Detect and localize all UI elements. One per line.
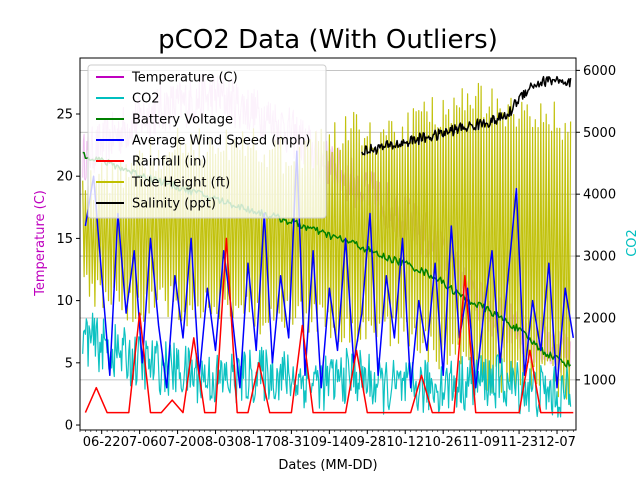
x-tick-label: 06-22 — [83, 435, 121, 450]
x-tick-label: 08-03 — [197, 435, 235, 450]
series-salinity-line — [361, 75, 572, 156]
chart-title: pCO2 Data (With Outliers) — [158, 25, 498, 55]
legend-label-salinity: Salinity (ppt) — [132, 197, 216, 212]
y-axis-label-right: CO2 — [625, 229, 640, 257]
x-tick-label: 07-20 — [159, 435, 197, 450]
y-right-tick-label: 3000 — [583, 250, 616, 265]
y-right-tick-label: 5000 — [583, 126, 616, 141]
x-tick-label: 08-31 — [273, 435, 311, 450]
x-tick-label: 09-14 — [310, 435, 348, 450]
legend-label-co2: CO2 — [132, 92, 160, 107]
legend-label-temperature: Temperature (C) — [131, 71, 238, 86]
plot-frame — [79, 57, 577, 431]
x-tick-label: 11-09 — [462, 435, 500, 450]
legend-label-wind: Average Wind Speed (mph) — [132, 134, 311, 149]
x-axis-label: Dates (MM-DD) — [278, 458, 377, 473]
legend-label-battery: Battery Voltage — [132, 113, 233, 128]
x-tick-label: 07-06 — [121, 435, 159, 450]
legend-label-tide: Tide Height (ft) — [131, 176, 230, 191]
legend-box — [87, 64, 327, 219]
y-right-tick-label: 2000 — [583, 311, 616, 326]
y-left-tick-label: 20 — [56, 170, 73, 185]
series-wind-line — [84, 150, 575, 389]
legend-label-rain: Rainfall (in) — [132, 155, 206, 170]
x-tick-label: 10-26 — [424, 435, 462, 450]
x-tick-label: 10-12 — [386, 435, 424, 450]
x-tick-label: 12-07 — [538, 435, 576, 450]
y-left-tick-label: 25 — [56, 107, 73, 122]
x-tick-label: 11-23 — [500, 435, 538, 450]
y-axis-label-left: Temperature (C) — [33, 190, 48, 297]
y-left-tick-label: 10 — [56, 294, 73, 309]
y-right-tick-label: 1000 — [583, 373, 616, 388]
y-right-tick-label: 6000 — [583, 64, 616, 79]
y-left-tick-label: 5 — [65, 356, 73, 371]
x-tick-label: 09-28 — [348, 435, 386, 450]
y-right-tick-label: 4000 — [583, 188, 616, 203]
y-left-tick-label: 0 — [65, 419, 73, 434]
series-rain-line — [84, 237, 574, 414]
legend: Temperature (C) CO2 Battery Voltage Average… — [87, 64, 327, 219]
y-left-tick-label: 15 — [56, 232, 73, 247]
x-tick-label: 08-17 — [235, 435, 273, 450]
